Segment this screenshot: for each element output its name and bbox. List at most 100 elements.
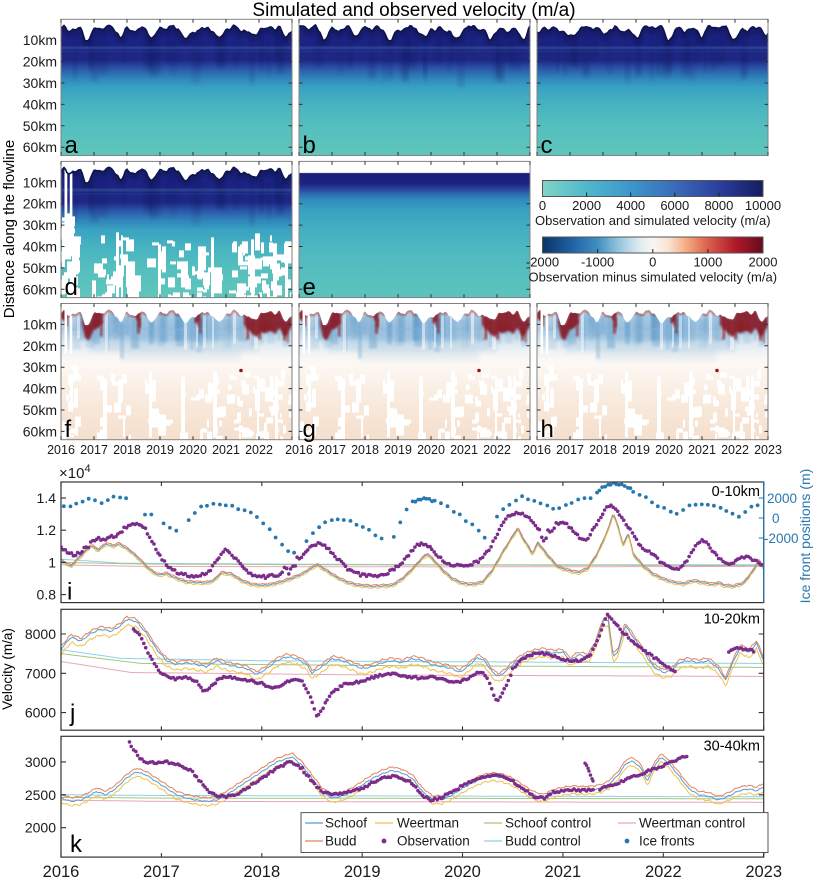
svg-text:6000: 6000 [660, 198, 689, 213]
svg-text:50km: 50km [23, 260, 57, 276]
svg-text:d: d [65, 274, 78, 301]
svg-text:Observation and simulated velo: Observation and simulated velocity (m/a) [535, 213, 771, 228]
svg-text:10km: 10km [23, 32, 57, 48]
svg-text:2021: 2021 [450, 443, 478, 457]
svg-text:2020: 2020 [179, 443, 207, 457]
svg-text:2023: 2023 [745, 863, 782, 881]
svg-text:2019: 2019 [146, 443, 174, 457]
svg-text:1: 1 [48, 554, 56, 570]
svg-text:2021: 2021 [212, 443, 240, 457]
svg-text:Budd: Budd [325, 834, 357, 849]
svg-text:8000: 8000 [704, 198, 733, 213]
svg-text:0.8: 0.8 [37, 587, 57, 603]
svg-text:10000: 10000 [745, 198, 781, 213]
svg-text:20km: 20km [23, 54, 57, 70]
svg-text:k: k [70, 831, 83, 858]
svg-text:2016: 2016 [523, 443, 551, 457]
svg-text:2018: 2018 [351, 443, 379, 457]
svg-text:Velocity (m/a): Velocity (m/a) [0, 628, 15, 710]
svg-text:h: h [541, 416, 554, 443]
svg-text:20km: 20km [23, 338, 57, 354]
svg-text:10km: 10km [23, 174, 57, 190]
svg-text:g: g [303, 416, 316, 443]
svg-text:10-20km: 10-20km [704, 612, 760, 628]
svg-text:3000: 3000 [25, 754, 56, 770]
svg-text:2000: 2000 [25, 820, 56, 836]
svg-text:×104: ×104 [59, 463, 91, 482]
svg-text:0: 0 [539, 198, 546, 213]
svg-text:2019: 2019 [344, 863, 381, 881]
svg-text:2017: 2017 [556, 443, 584, 457]
svg-text:c: c [541, 132, 553, 159]
svg-text:1.4: 1.4 [37, 490, 57, 506]
svg-text:2000: 2000 [767, 491, 797, 506]
svg-text:Ice front positions (m): Ice front positions (m) [797, 469, 813, 604]
svg-text:2020: 2020 [444, 863, 481, 881]
svg-text:Distance along the flowline: Distance along the flowline [1, 140, 18, 318]
svg-text:0-10km: 0-10km [712, 484, 760, 500]
svg-text:2022: 2022 [645, 863, 682, 881]
svg-text:2020: 2020 [655, 443, 683, 457]
svg-text:0: 0 [772, 511, 780, 526]
svg-text:2017: 2017 [80, 443, 108, 457]
svg-text:Ice fronts: Ice fronts [639, 834, 695, 849]
svg-text:40km: 40km [23, 96, 57, 112]
svg-text:60km: 60km [23, 139, 57, 155]
svg-text:2018: 2018 [113, 443, 141, 457]
svg-text:2016: 2016 [285, 443, 313, 457]
svg-text:2022: 2022 [483, 443, 511, 457]
svg-text:20km: 20km [23, 196, 57, 212]
svg-text:1000: 1000 [693, 255, 722, 270]
svg-text:Weertman: Weertman [397, 816, 459, 831]
svg-text:1.2: 1.2 [37, 522, 57, 538]
svg-text:2018: 2018 [589, 443, 617, 457]
svg-text:7000: 7000 [25, 665, 56, 681]
svg-text:60km: 60km [23, 281, 57, 297]
svg-text:2017: 2017 [143, 863, 180, 881]
svg-text:2018: 2018 [243, 863, 280, 881]
svg-text:2000: 2000 [572, 198, 601, 213]
svg-text:10km: 10km [23, 316, 57, 332]
svg-text:2019: 2019 [384, 443, 412, 457]
svg-text:Observation minus simulated ve: Observation minus simulated velocity (m/… [529, 270, 778, 285]
svg-text:b: b [303, 132, 316, 159]
svg-text:30km: 30km [23, 75, 57, 91]
svg-text:Budd control: Budd control [505, 834, 581, 849]
svg-text:i: i [67, 579, 72, 606]
svg-text:f: f [65, 416, 72, 443]
svg-text:8000: 8000 [25, 626, 56, 642]
svg-text:2500: 2500 [25, 787, 56, 803]
svg-text:30-40km: 30-40km [704, 739, 760, 755]
svg-text:2020: 2020 [417, 443, 445, 457]
svg-text:e: e [303, 274, 316, 301]
svg-text:j: j [69, 700, 75, 727]
svg-text:2021: 2021 [545, 863, 582, 881]
svg-text:0: 0 [649, 255, 656, 270]
svg-text:Observation: Observation [397, 834, 470, 849]
svg-text:2017: 2017 [318, 443, 346, 457]
svg-text:40km: 40km [23, 381, 57, 397]
svg-text:2021: 2021 [688, 443, 716, 457]
svg-text:2016: 2016 [47, 443, 75, 457]
svg-text:6000: 6000 [25, 705, 56, 721]
svg-text:30km: 30km [23, 359, 57, 375]
svg-text:Weertman control: Weertman control [639, 816, 745, 831]
svg-text:2022: 2022 [721, 443, 749, 457]
svg-text:2023: 2023 [754, 443, 782, 457]
svg-text:2019: 2019 [622, 443, 650, 457]
svg-text:-2000: -2000 [764, 531, 799, 546]
svg-text:Schoof control: Schoof control [505, 816, 591, 831]
svg-text:Schoof: Schoof [325, 816, 367, 831]
svg-text:40km: 40km [23, 239, 57, 255]
svg-text:60km: 60km [23, 423, 57, 439]
svg-text:2016: 2016 [43, 863, 80, 881]
svg-text:2000: 2000 [749, 255, 778, 270]
svg-text:2022: 2022 [245, 443, 273, 457]
svg-text:-1000: -1000 [581, 255, 614, 270]
svg-text:50km: 50km [23, 118, 57, 134]
svg-text:a: a [65, 132, 79, 159]
svg-text:4000: 4000 [616, 198, 645, 213]
svg-text:-2000: -2000 [526, 255, 559, 270]
svg-text:30km: 30km [23, 217, 57, 233]
svg-text:50km: 50km [23, 402, 57, 418]
